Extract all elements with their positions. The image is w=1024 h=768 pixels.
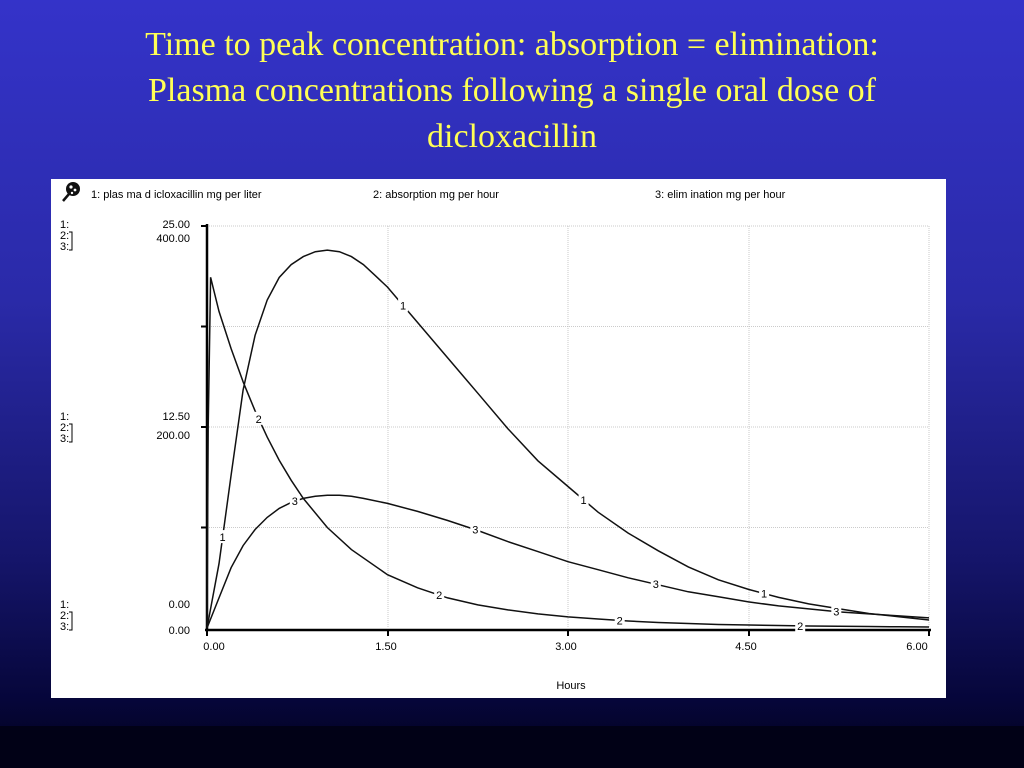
- y-tick-label: 400.00: [156, 233, 190, 245]
- x-tick-label: 0.00: [203, 641, 224, 653]
- x-axis-title: Hours: [556, 680, 586, 692]
- series-line-2: [206, 277, 930, 629]
- series-label-2: 2: [617, 615, 623, 627]
- y-axis-bracket: [69, 611, 73, 631]
- x-tick-label: 1.50: [375, 641, 396, 653]
- series-label-bg: [253, 411, 264, 425]
- graph-pad-icon-handle: [62, 193, 70, 202]
- graph-pad-icon-head: [66, 182, 80, 196]
- graph-pad-icon-dot: [73, 188, 77, 192]
- series-label-bg: [650, 577, 661, 591]
- y-tick-label: 12.50: [162, 411, 190, 423]
- y-tick-label: 200.00: [156, 430, 190, 442]
- series-label-1: 1: [400, 301, 406, 313]
- legend-item-3: 3: elim ination mg per hour: [655, 189, 786, 201]
- series-label-bg: [398, 298, 409, 312]
- y-axis-label-top: 1: 2: 3: 25.00 400.00: [60, 219, 190, 253]
- y-axis-ticks: [201, 225, 207, 529]
- legend-item-1: 1: plas ma d icloxacillin mg per liter: [91, 189, 262, 201]
- series-label-bg: [831, 604, 842, 618]
- y-axis-label-bottom: 1: 2: 3: 0.00 0.00: [60, 599, 190, 637]
- x-tick-labels: 0.00 1.50 3.00 4.50 6.00: [203, 641, 927, 653]
- series-label-bg: [289, 494, 300, 508]
- line-chart: 1: plas ma d icloxacillin mg per liter 2…: [60, 182, 931, 692]
- x-tick-label: 6.00: [906, 641, 927, 653]
- inline-label-layer: 1 1 1 1 2 2 2 2 3 3 3 3: [217, 298, 842, 633]
- series-label-2: 2: [436, 590, 442, 602]
- y-axis-brackets: [69, 231, 73, 631]
- series-marker: 3:: [60, 241, 69, 253]
- slide-title-line-3: dicloxacillin: [427, 118, 597, 155]
- series-line-3: [206, 494, 930, 629]
- series-label-2: 2: [797, 621, 803, 633]
- slide-title: Time to peak concentration: absorption =…: [60, 22, 964, 160]
- series-label-1: 1: [220, 532, 226, 544]
- series-label-3: 3: [472, 525, 478, 537]
- graph-pad-icon-dot: [69, 185, 73, 189]
- y-axis-label-mid: 1: 2: 3: 12.50 200.00: [60, 411, 190, 445]
- x-tick-label: 3.00: [555, 641, 576, 653]
- y-axis-bracket: [69, 231, 73, 251]
- series-marker: 1:: [60, 219, 69, 231]
- legend-item-2: 2: absorption mg per hour: [373, 189, 499, 201]
- series-label-bg: [470, 522, 481, 536]
- y-tick-label: 25.00: [162, 219, 190, 231]
- series-marker: 2:: [60, 230, 69, 242]
- series-label-2: 2: [256, 414, 262, 426]
- series-label-bg: [578, 492, 589, 506]
- graph-pad-icon-dot: [70, 191, 74, 195]
- slide-title-line-1: Time to peak concentration: absorption =…: [145, 26, 879, 63]
- series-marker: 3:: [60, 433, 69, 445]
- series-marker: 2:: [60, 422, 69, 434]
- series-label-bg: [434, 588, 445, 601]
- series-marker: 1:: [60, 599, 69, 611]
- slide-title-line-2: Plasma concentrations following a single…: [148, 72, 876, 109]
- series-label-bg: [759, 586, 770, 600]
- footer-band: [0, 726, 1024, 768]
- grid: [207, 225, 930, 628]
- x-tick-label: 4.50: [735, 641, 756, 653]
- y-tick-label: 0.00: [169, 625, 190, 637]
- series-marker: 1:: [60, 411, 69, 423]
- chart-panel: 1: plas ma d icloxacillin mg per liter 2…: [51, 179, 946, 698]
- graph-pad-icon[interactable]: [62, 182, 80, 202]
- series-label-3: 3: [833, 607, 839, 619]
- x-axis-ticks: [206, 630, 930, 636]
- series-label-3: 3: [653, 579, 659, 591]
- series-label-3: 3: [292, 496, 298, 508]
- y-tick-label: 0.00: [169, 599, 190, 611]
- series-marker: 2:: [60, 610, 69, 622]
- series-label-1: 1: [761, 589, 767, 601]
- series-label-1: 1: [581, 495, 587, 507]
- series-label-bg: [795, 618, 806, 632]
- series-label-bg: [614, 613, 625, 627]
- y-axis-bracket: [69, 423, 73, 443]
- series-marker: 3:: [60, 621, 69, 633]
- series-label-bg: [217, 530, 228, 544]
